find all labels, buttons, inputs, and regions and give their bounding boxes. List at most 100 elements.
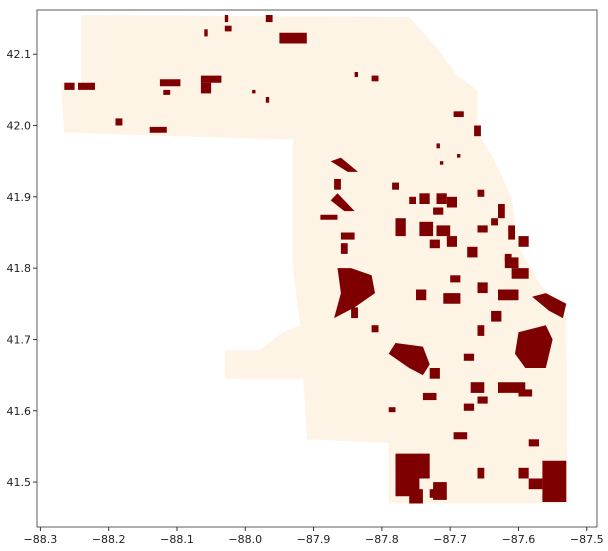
highlighted-tract-46 xyxy=(409,196,416,204)
highlighted-tract-80 xyxy=(518,236,529,247)
highlighted-tract-30 xyxy=(477,282,488,294)
highlighted-tract-15 xyxy=(422,392,437,401)
highlighted-tract-76 xyxy=(433,207,444,215)
highlighted-tract-44 xyxy=(429,239,440,249)
highlighted-tract-68 xyxy=(439,161,444,165)
highlighted-tract-23 xyxy=(416,289,427,301)
y-tick-label: 41.7 xyxy=(7,333,32,346)
x-tick-label: −88.1 xyxy=(160,533,194,546)
y-tick-label: 41.6 xyxy=(7,405,32,418)
highlighted-tract-57 xyxy=(204,29,208,37)
highlighted-tract-11 xyxy=(470,382,485,393)
y-tick-label: 42.1 xyxy=(7,48,32,61)
map-layer xyxy=(60,15,568,504)
highlighted-tract-47 xyxy=(477,225,488,233)
highlighted-tract-53 xyxy=(159,79,181,87)
highlighted-tract-62 xyxy=(354,72,358,77)
highlighted-tract-12 xyxy=(498,382,526,393)
highlighted-tract-48 xyxy=(491,218,498,226)
highlighted-tract-55 xyxy=(200,75,222,83)
highlighted-tract-25 xyxy=(450,275,461,283)
x-tick-label: −88.0 xyxy=(228,533,262,546)
y-tick-label: 42.0 xyxy=(7,120,32,133)
highlighted-tract-34 xyxy=(467,246,478,258)
highlighted-tract-5 xyxy=(542,460,567,502)
highlighted-tract-7 xyxy=(518,467,529,479)
highlighted-tract-21 xyxy=(463,353,475,361)
y-tick-label: 41.9 xyxy=(7,191,32,204)
x-tick-label: −87.5 xyxy=(570,533,604,546)
highlighted-tract-19 xyxy=(388,343,430,376)
highlighted-tract-45 xyxy=(334,179,341,190)
highlighted-tract-9 xyxy=(528,439,539,447)
highlighted-tract-14 xyxy=(477,396,488,404)
highlighted-tract-75 xyxy=(446,196,457,208)
highlighted-tract-41 xyxy=(419,221,434,237)
highlighted-tract-60 xyxy=(265,15,273,23)
highlighted-tract-52 xyxy=(149,126,167,133)
highlighted-tract-37 xyxy=(320,214,338,220)
highlighted-tract-63 xyxy=(371,75,379,82)
highlighted-tract-10 xyxy=(477,467,485,479)
highlighted-tract-74 xyxy=(436,193,447,204)
x-tick-label: −87.8 xyxy=(365,533,399,546)
y-tick-label: 41.5 xyxy=(7,476,32,489)
highlighted-tract-20 xyxy=(429,368,440,379)
x-tick-label: −88.2 xyxy=(92,533,126,546)
highlighted-tract-38 xyxy=(340,232,355,240)
highlighted-tract-81 xyxy=(504,253,512,261)
highlighted-tract-6 xyxy=(528,478,543,490)
highlighted-tract-54 xyxy=(163,89,171,95)
x-tick-label: −87.6 xyxy=(502,533,536,546)
highlighted-tract-17 xyxy=(388,407,396,413)
highlighted-tract-40 xyxy=(395,218,406,237)
y-tick-label: 41.8 xyxy=(7,262,32,275)
highlighted-tract-2 xyxy=(409,489,423,504)
highlighted-tract-51 xyxy=(115,118,123,126)
highlighted-tract-50 xyxy=(64,82,75,90)
highlighted-tract-64 xyxy=(252,89,256,94)
highlighted-tract-27 xyxy=(498,289,519,301)
highlighted-tract-22 xyxy=(334,268,375,319)
highlighted-tract-72 xyxy=(392,182,399,190)
x-axis: −88.3 −88.2 −88.1 −88.0 −87.9 −87.8 −87.7 −87.6… xyxy=(24,527,604,546)
highlighted-tract-33 xyxy=(351,307,358,319)
highlighted-tract-56 xyxy=(200,82,212,94)
highlighted-tract-73 xyxy=(419,193,430,204)
highlighted-tract-78 xyxy=(498,204,505,219)
highlighted-tract-28 xyxy=(511,268,529,279)
highlighted-tract-4 xyxy=(429,489,440,498)
county-base-region xyxy=(60,15,568,504)
highlighted-tract-66 xyxy=(453,111,464,117)
highlighted-tract-0 xyxy=(395,453,430,479)
highlighted-tract-26 xyxy=(532,293,567,319)
highlighted-tract-18 xyxy=(515,325,553,368)
highlighted-tract-16 xyxy=(463,403,475,411)
highlighted-tract-39 xyxy=(340,243,348,254)
highlighted-tract-65 xyxy=(265,97,270,103)
highlighted-tract-8 xyxy=(453,432,468,440)
highlighted-tract-70 xyxy=(457,154,461,158)
highlighted-tract-77 xyxy=(477,189,485,197)
highlighted-tract-49 xyxy=(78,82,95,90)
highlighted-tract-61 xyxy=(279,32,307,44)
highlighted-tract-59 xyxy=(224,15,229,23)
x-tick-label: −88.3 xyxy=(24,533,58,546)
highlighted-tract-69 xyxy=(436,143,440,149)
highlighted-tract-29 xyxy=(491,310,502,322)
x-tick-label: −87.9 xyxy=(297,533,331,546)
highlighted-tract-67 xyxy=(474,125,481,137)
highlighted-tract-42 xyxy=(436,225,451,237)
highlighted-tract-13 xyxy=(518,389,533,397)
highlighted-tract-32 xyxy=(371,325,379,333)
y-axis: 41.5 41.6 41.7 41.8 41.9 42.0 42.1 xyxy=(7,48,37,489)
highlighted-tract-79 xyxy=(508,225,515,240)
highlighted-tract-24 xyxy=(443,293,461,304)
highlighted-tract-71 xyxy=(330,157,358,172)
x-tick-label: −87.7 xyxy=(433,533,467,546)
highlighted-tract-43 xyxy=(446,236,457,247)
highlighted-tract-36 xyxy=(330,193,355,212)
highlighted-tract-31 xyxy=(477,325,485,336)
highlighted-tract-58 xyxy=(224,25,232,32)
